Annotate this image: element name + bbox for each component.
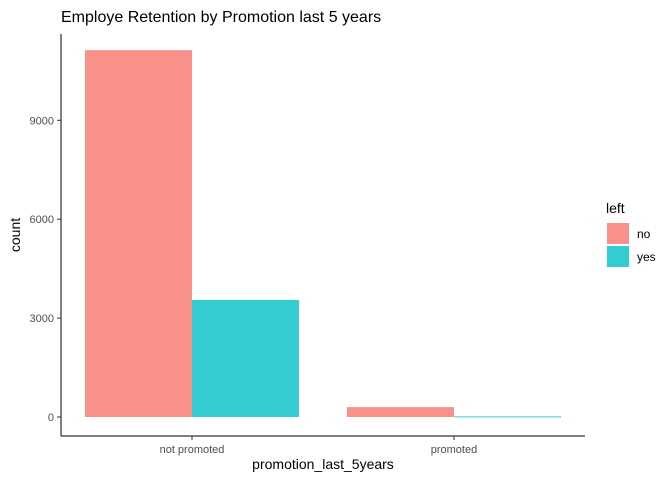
x-tick-label: not promoted (160, 444, 225, 456)
y-tick-label: 6000 (30, 214, 54, 226)
bar-not-promoted-no (85, 50, 192, 417)
legend-key-no (607, 223, 629, 244)
legend-title: left (606, 200, 625, 216)
legend-key-yes (607, 246, 629, 267)
plot-area: 0 3000 6000 9000 not promoted promoted (30, 34, 585, 456)
bar-promoted-no (347, 407, 454, 417)
legend: left no yes (606, 200, 656, 267)
legend-label-no: no (637, 227, 651, 241)
y-tick-label: 3000 (30, 313, 54, 325)
y-tick-label: 0 (48, 412, 54, 424)
y-tick-label: 9000 (30, 115, 54, 127)
chart-title: Employe Retention by Promotion last 5 ye… (61, 9, 381, 26)
legend-items: no yes (607, 223, 656, 267)
bar-not-promoted-yes (192, 299, 299, 417)
x-axis-ticks: not promoted promoted (160, 436, 477, 456)
bar-promoted-yes (454, 416, 561, 418)
x-tick-label: promoted (431, 444, 477, 456)
x-axis-title: promotion_last_5years (252, 456, 394, 472)
y-axis-ticks: 0 3000 6000 9000 (30, 115, 61, 424)
legend-label-yes: yes (637, 250, 656, 264)
y-axis-title: count (7, 218, 23, 252)
bars (85, 50, 561, 418)
